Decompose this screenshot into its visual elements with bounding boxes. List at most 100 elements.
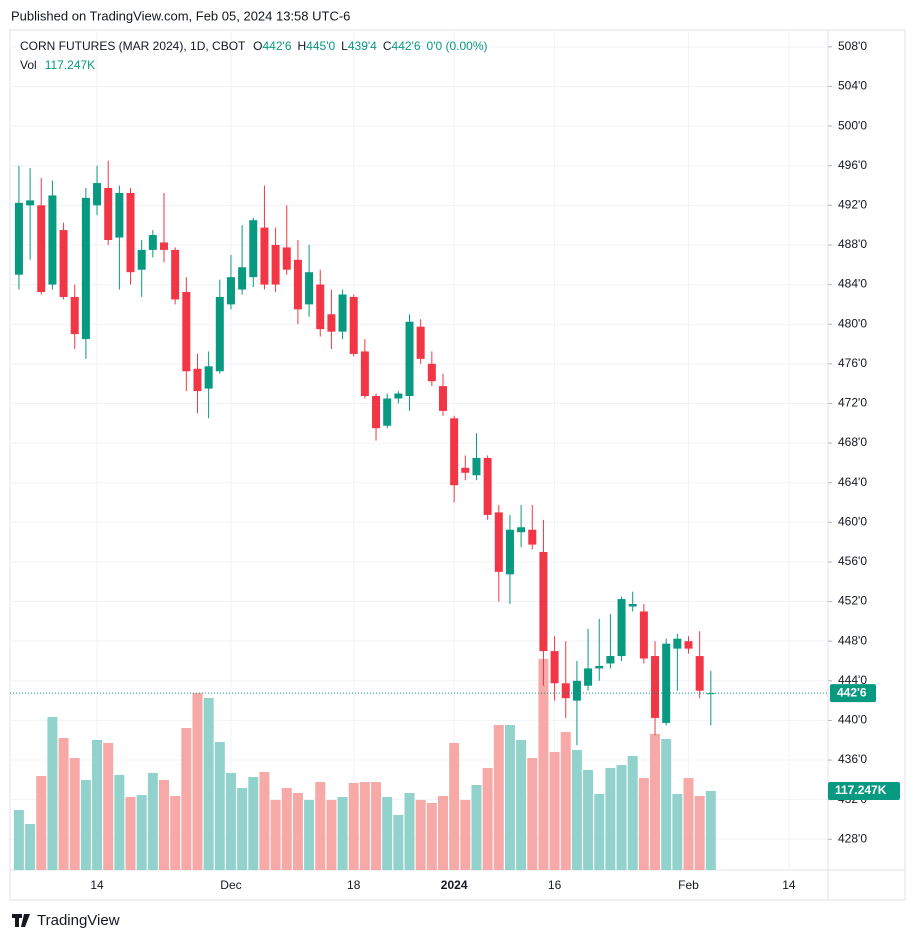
candle-body — [238, 267, 247, 290]
candle-body — [293, 259, 302, 310]
candle-body — [472, 457, 481, 476]
candle-body — [416, 326, 425, 359]
y-tick-label: 484'0 — [838, 277, 867, 291]
candle-body — [81, 197, 90, 340]
candle-body — [427, 363, 436, 382]
volume-bar — [471, 785, 482, 870]
volume-bar — [661, 738, 672, 870]
candle-body — [349, 296, 358, 354]
volume-bar — [103, 742, 114, 870]
legend-key: L — [341, 39, 348, 53]
volume-bar — [571, 749, 582, 870]
y-tick-label: 440'0 — [838, 713, 867, 727]
volume-bar — [527, 757, 538, 870]
candle-body — [160, 242, 169, 250]
candle-body — [282, 247, 291, 270]
candle-body — [182, 292, 191, 372]
legend-value: 442'6 — [392, 39, 421, 53]
candle-body — [271, 244, 280, 285]
candle-body — [461, 467, 470, 473]
legend-value: 439'4 — [348, 39, 377, 53]
candle-body — [584, 668, 593, 686]
volume-bar — [605, 767, 616, 870]
volume-bar — [326, 799, 337, 870]
volume-bar — [415, 799, 426, 870]
candle-body — [260, 227, 269, 285]
candle-body — [539, 552, 548, 652]
volume-bar — [214, 741, 225, 870]
candle-body — [372, 396, 381, 429]
volume-bar — [449, 742, 460, 870]
candle-body — [215, 296, 224, 372]
volume-bar — [47, 717, 58, 870]
y-tick-label: 488'0 — [838, 237, 867, 251]
logo: TradingView — [12, 912, 120, 929]
candle-body — [651, 656, 660, 718]
candle-body — [137, 249, 146, 270]
volume-bar — [426, 803, 437, 870]
volume-bar — [270, 799, 281, 870]
y-tick-label: 476'0 — [838, 356, 867, 370]
volume-badge-label: 117.247K — [835, 783, 887, 797]
x-tick-label: 2024 — [441, 878, 468, 892]
volume-bar — [69, 757, 80, 870]
volume-bar — [683, 778, 694, 870]
legend-change: 0'0 (0.00%) — [427, 39, 488, 53]
last-price-badge — [830, 684, 876, 703]
volume-bar — [616, 765, 627, 870]
x-tick-label: 14 — [782, 878, 796, 892]
volume-bar — [13, 810, 24, 870]
candle-body — [684, 641, 693, 649]
y-tick-label: 496'0 — [838, 158, 867, 172]
candle-body — [316, 284, 325, 330]
x-tick-label: 18 — [347, 878, 361, 892]
volume-bar — [560, 731, 571, 870]
candle-body — [662, 643, 671, 723]
volume-bar — [248, 777, 259, 870]
candle-body — [48, 195, 57, 285]
volume-bar — [549, 751, 560, 870]
volume-bar — [170, 796, 181, 870]
volume-bar — [627, 755, 638, 870]
candle-body — [226, 277, 235, 305]
legend-key: H — [298, 39, 307, 53]
y-tick-label: 504'0 — [838, 79, 867, 93]
candle-body — [59, 230, 68, 297]
candle-body — [528, 529, 537, 545]
y-tick-label: 460'0 — [838, 514, 867, 528]
volume-bar — [147, 772, 158, 870]
volume-bar — [192, 692, 203, 870]
candles — [14, 160, 715, 746]
volume-bar — [404, 792, 415, 870]
volume-bar — [482, 767, 493, 870]
y-tick-label: 468'0 — [838, 435, 867, 449]
volume-bar — [36, 775, 47, 870]
candle-body — [628, 604, 637, 607]
volume-bar — [292, 792, 303, 870]
candle-body — [606, 656, 615, 664]
y-tick-label: 480'0 — [838, 316, 867, 330]
candle-body — [517, 527, 526, 533]
volume-legend: Vol 117.247K — [20, 58, 95, 72]
chart-frame — [9, 29, 906, 901]
candle-body — [171, 249, 180, 300]
y-tick-label: 436'0 — [838, 752, 867, 766]
last-price-label: 442'6 — [837, 685, 867, 699]
volume-bar — [159, 779, 170, 870]
candle-body — [494, 512, 503, 572]
candle-body — [193, 368, 202, 392]
candle-body — [550, 651, 559, 684]
y-tick-label: 464'0 — [838, 475, 867, 489]
candle-body — [505, 529, 514, 575]
candle-body — [450, 418, 459, 486]
candle-body — [93, 183, 102, 206]
candle-body — [617, 599, 626, 657]
volume-bar — [337, 797, 348, 870]
candle-body — [695, 656, 704, 691]
candle-body — [706, 693, 715, 695]
volume-bar — [493, 724, 504, 870]
volume-bar — [259, 772, 270, 870]
volume-bar — [225, 772, 236, 870]
y-tick-label: 472'0 — [838, 396, 867, 410]
brand: TradingView — [37, 912, 120, 929]
